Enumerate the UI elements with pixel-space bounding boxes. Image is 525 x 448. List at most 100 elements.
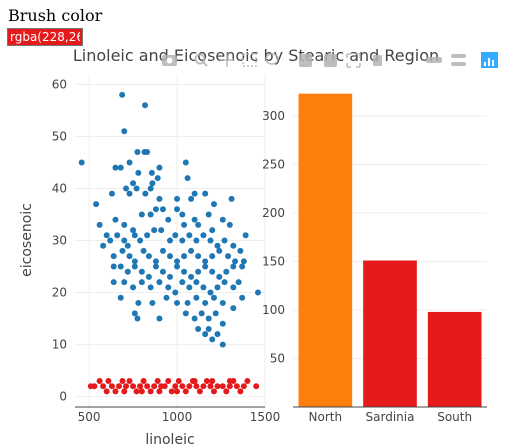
- scatter-point: [214, 284, 221, 291]
- scatter-point: [126, 159, 133, 166]
- scatter-point: [195, 253, 202, 260]
- scatter-point: [119, 247, 126, 254]
- brush-color-input[interactable]: [7, 28, 83, 46]
- scatter-point: [121, 388, 128, 395]
- scatter-point: [163, 294, 170, 301]
- scatter-point: [123, 185, 130, 192]
- scatter-point: [165, 284, 172, 291]
- scatter-point: [209, 377, 216, 384]
- scatter-point: [174, 206, 181, 213]
- zoom-in-icon[interactable]: [299, 54, 312, 67]
- scatter-point: [195, 268, 202, 275]
- scatter-point: [134, 149, 141, 156]
- scatter-point: [156, 388, 163, 395]
- scatter-point: [179, 383, 186, 390]
- scatter-point: [202, 263, 209, 270]
- scatter-point: [138, 388, 145, 395]
- scatter-point: [145, 253, 152, 260]
- scatter-point: [210, 201, 217, 208]
- scatter-point: [226, 221, 233, 228]
- scatter-point: [78, 159, 85, 166]
- scatter-point: [174, 299, 181, 306]
- scatter-point: [172, 383, 179, 390]
- scatter-point: [96, 377, 103, 384]
- bar-y-tick-label: 100: [262, 303, 285, 317]
- scatter-point: [200, 284, 207, 291]
- scatter-point: [145, 273, 152, 280]
- scatter-y-tick-label: 30: [52, 234, 67, 248]
- scatter-point: [140, 247, 147, 254]
- bar-y-tick-label: 300: [262, 109, 285, 123]
- scatter-point: [223, 268, 230, 275]
- scatter-y-tick-label: 60: [52, 77, 67, 91]
- scatter-point: [112, 388, 119, 395]
- scatter-point: [209, 268, 216, 275]
- scatter-point: [193, 294, 200, 301]
- plotly-logo-icon[interactable]: [481, 52, 498, 68]
- scatter-point: [207, 237, 214, 244]
- box-select-icon[interactable]: [242, 53, 257, 67]
- scatter-point: [131, 232, 138, 239]
- scatter-y-axis-title: eicosenoic: [19, 203, 35, 277]
- scatter-point: [230, 263, 237, 270]
- bar: [363, 260, 417, 407]
- scatter-point: [91, 383, 98, 390]
- scatter-point: [202, 258, 209, 265]
- scatter-point: [200, 383, 207, 390]
- scatter-point: [205, 211, 212, 218]
- scatter-point: [230, 242, 237, 249]
- scatter-point: [230, 284, 237, 291]
- scatter-point: [179, 279, 186, 286]
- scatter-point: [174, 195, 181, 202]
- scatter-point: [219, 216, 226, 223]
- scatter-y-tick-labels: 0 10 20 30 40 50 60: [52, 77, 67, 403]
- scatter-point: [209, 253, 216, 260]
- scatter-x-tick-labels: 500 1000 1500: [78, 410, 281, 424]
- bar-series: [298, 93, 482, 408]
- pan-icon[interactable]: [220, 53, 234, 67]
- scatter-point: [240, 258, 247, 265]
- camera-icon[interactable]: [162, 55, 177, 66]
- scatter-point: [168, 388, 175, 395]
- scatter-point: [130, 227, 137, 234]
- scatter-point: [158, 227, 165, 234]
- scatter-point: [130, 180, 137, 187]
- zoom-icon[interactable]: [194, 53, 208, 67]
- scatter-point: [188, 247, 195, 254]
- scatter-point: [152, 258, 159, 265]
- scatter-point: [188, 273, 195, 280]
- scatter-point: [124, 242, 131, 249]
- scatter-point: [191, 216, 198, 223]
- toggle-spikelines-icon[interactable]: [426, 57, 442, 63]
- scatter-point: [165, 377, 172, 384]
- scatter-x-axis-title: linoleic: [145, 432, 194, 448]
- scatter-x-tick-label: 1000: [162, 410, 193, 424]
- scatter-point: [110, 279, 117, 286]
- zoom-out-icon[interactable]: [324, 54, 337, 67]
- scatter-point: [202, 299, 209, 306]
- scatter-point: [121, 128, 128, 135]
- scatter-point: [147, 284, 154, 291]
- reset-axes-icon[interactable]: [373, 55, 382, 66]
- scatter-point: [182, 159, 189, 166]
- scatter-point: [110, 263, 117, 270]
- scatter-point: [138, 268, 145, 275]
- scatter-point: [96, 221, 103, 228]
- scatter-y-tick-label: 40: [52, 181, 67, 195]
- scatter-point: [219, 383, 226, 390]
- scatter-point: [115, 383, 122, 390]
- scatter-point: [188, 195, 195, 202]
- scatter-point: [144, 383, 151, 390]
- scatter-point: [172, 289, 179, 296]
- scatter-x-tick-label: 500: [78, 410, 101, 424]
- scatter-point: [232, 258, 239, 265]
- scatter-point: [144, 232, 151, 239]
- scatter-point: [152, 206, 159, 213]
- autoscale-icon[interactable]: [346, 53, 361, 68]
- scatter-point: [134, 315, 141, 322]
- scatter-point: [117, 294, 124, 301]
- lasso-select-icon[interactable]: [265, 53, 279, 65]
- scatter-point: [186, 383, 193, 390]
- compare-hover-icon[interactable]: [451, 54, 466, 66]
